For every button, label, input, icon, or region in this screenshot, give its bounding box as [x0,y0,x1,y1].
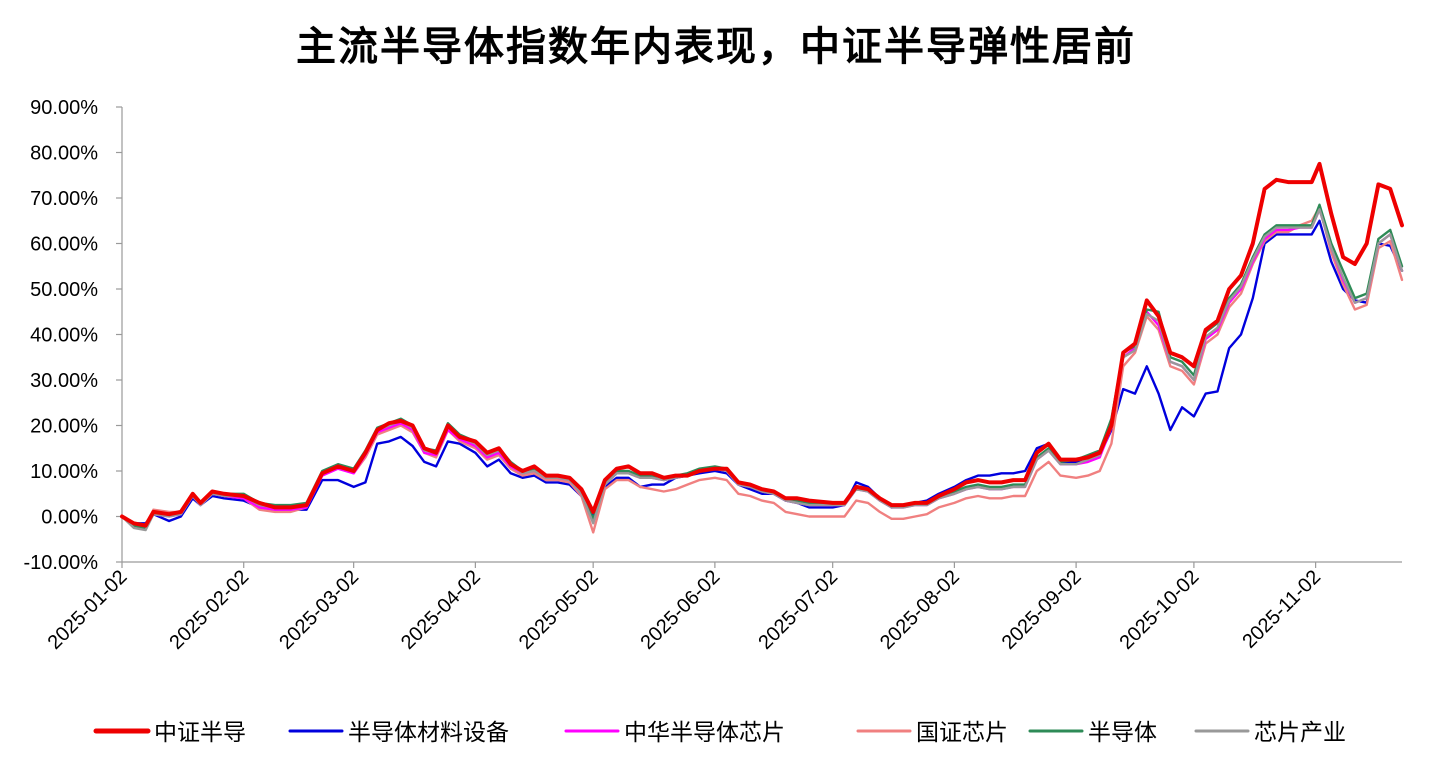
x-tick-label: 2025-10-02 [1116,566,1204,654]
series-line-5 [120,208,1404,532]
y-tick-label: 50.00% [30,279,98,301]
series-line-1 [120,219,1404,525]
series-line-3 [120,205,1404,534]
chart-title: 主流半导体指数年内表现，中证半导弹性居前 [296,24,1136,70]
series-line-0 [120,161,1404,528]
legend-label-3: 国证芯片 [916,720,1008,746]
legend-label-4: 半导体 [1088,720,1157,746]
legend-label-2: 中华半导体芯片 [624,720,785,746]
y-tick-label: 70.00% [30,188,98,210]
y-tick-label: 90.00% [30,97,98,119]
legend-label-5: 芯片产业 [1254,720,1346,746]
series-line-2 [120,208,1404,530]
y-tick-label: 30.00% [30,370,98,392]
x-tick-label: 2025-06-02 [637,566,725,654]
y-tick-label: 0.00% [41,507,98,529]
y-tick-label: -10.00% [24,552,99,574]
series-line-4 [120,203,1404,530]
x-tick-label: 2025-07-02 [754,566,842,654]
legend-label-1: 半导体材料设备 [348,720,509,746]
x-tick-label: 2025-08-02 [876,566,964,654]
x-tick-label: 2025-02-02 [165,566,253,654]
x-tick-label: 2025-11-02 [1238,566,1325,653]
x-tick-label: 2025-05-02 [515,566,603,654]
y-tick-label: 80.00% [30,143,98,165]
legend-label-0: 中证半导 [154,720,246,746]
x-tick-label: 2025-01-02 [44,566,132,654]
legend: 中证半导 半导体材料设备 中华半导体芯片 国证芯片 半导体 芯片产业 [93,720,1346,746]
y-tick-label: 60.00% [30,234,98,256]
x-tick-label: 2025-03-02 [275,566,363,654]
y-tick-label: 10.00% [30,461,98,483]
x-tick-label: 2025-04-02 [397,566,485,654]
series-lines [120,161,1404,534]
y-tick-label: 20.00% [30,416,98,438]
x-tick-label: 2025-09-02 [998,566,1086,654]
y-tick-label: 40.00% [30,325,98,347]
